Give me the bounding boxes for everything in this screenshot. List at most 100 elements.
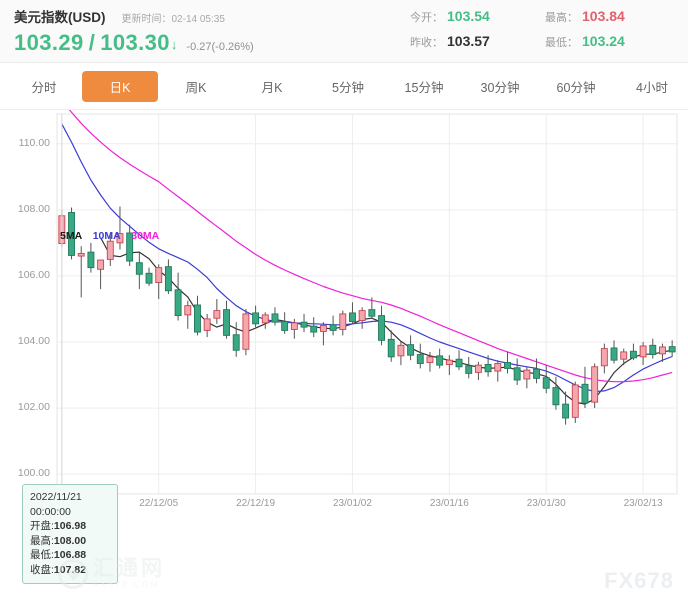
tab-3[interactable]: 月K	[261, 80, 283, 95]
stat-prevclose-label: 昨收：	[410, 37, 443, 49]
stat-low: 最低： 103.24	[545, 33, 680, 50]
candle-body	[397, 344, 405, 357]
candle-body	[562, 403, 570, 419]
stat-open-label: 今开：	[410, 12, 443, 24]
quote-header: 美元指数(USD) 更新时间：02-14 05:35 103.29 / 103.…	[0, 0, 688, 63]
stat-low-label: 最低：	[545, 37, 578, 49]
tab-7[interactable]: 60分钟	[556, 80, 596, 95]
candle-body	[174, 289, 182, 317]
stat-open-value: 103.54	[447, 8, 490, 24]
candle-body	[620, 351, 628, 360]
corner-watermark: FX678	[604, 568, 674, 593]
ma5-legend-label: 5MA	[60, 230, 82, 242]
ma-line-10MA	[61, 123, 673, 393]
candle-body	[116, 233, 124, 244]
candle-body	[659, 346, 666, 355]
tooltip-high-label: 最高:	[30, 534, 54, 547]
candle-body	[368, 309, 376, 317]
tooltip-high-value: 108.00	[53, 534, 87, 547]
stat-prevclose: 昨收： 103.57	[410, 33, 545, 50]
candle-body	[223, 309, 230, 336]
y-tick-0: 100.00	[17, 467, 50, 480]
candle-body	[436, 355, 444, 366]
kline-canvas[interactable]	[0, 110, 688, 526]
tab-0[interactable]: 分时	[31, 80, 57, 95]
stat-prevclose-value: 103.57	[447, 33, 490, 49]
period-tabbar: 分时 日K 周K 月K 5分钟 15分钟 30分钟 60分钟 4小时	[0, 63, 688, 110]
candle-body	[310, 325, 318, 333]
candle-body	[319, 325, 327, 332]
update-time: 更新时间：02-14 05:35	[121, 14, 225, 25]
x-tick-2: 22/12/19	[236, 498, 276, 509]
candle-body	[504, 362, 511, 369]
candle-body	[591, 366, 599, 403]
tooltip-date: 2022/11/21	[30, 491, 82, 503]
candle-body	[494, 363, 502, 372]
candle-body	[97, 259, 105, 270]
ma30-legend-label: 30MA	[131, 230, 160, 242]
down-arrow-icon: ↓	[170, 37, 178, 52]
x-tick-5: 23/01/30	[526, 498, 566, 509]
tooltip-low-label: 最低:	[30, 549, 54, 561]
price-row: 103.29 / 103.30 ↓ -0.27(-0.26%)	[14, 30, 254, 56]
candle-body	[300, 321, 308, 328]
candle-body	[455, 358, 463, 368]
candle-body	[271, 313, 279, 323]
price-change: -0.27(-0.26%)	[186, 41, 254, 53]
candle-body	[87, 251, 95, 269]
candle-body	[407, 344, 415, 356]
candle-body	[629, 350, 637, 359]
candle-body	[610, 347, 618, 361]
tooltip-close-value: 107.82	[53, 563, 87, 576]
tab-4[interactable]: 5分钟	[332, 80, 364, 95]
bid-price: 103.29	[14, 30, 84, 55]
stat-high-label: 最高：	[545, 12, 578, 24]
stat-high: 最高： 103.84	[545, 8, 680, 25]
tooltip-open-label: 开盘:	[30, 520, 54, 532]
tab-6[interactable]: 30分钟	[480, 80, 520, 95]
ma-line-30MA	[68, 110, 673, 383]
candle-body	[581, 383, 589, 404]
candle-body	[68, 212, 75, 256]
ma-line-5MA	[100, 237, 673, 405]
tab-1[interactable]: 日K	[82, 70, 158, 102]
y-tick-2: 104.00	[17, 335, 50, 347]
candle-body	[474, 364, 482, 373]
x-tick-1: 22/12/05	[139, 498, 179, 509]
ask-price: 103.30	[100, 30, 170, 55]
tab-2[interactable]: 周K	[185, 80, 207, 95]
tab-5[interactable]: 15分钟	[404, 80, 444, 95]
candle-body	[349, 312, 356, 322]
x-tick-4: 23/01/16	[429, 498, 469, 509]
ma-legend: 5MA 10MA 30MA	[60, 230, 159, 242]
candle-body	[513, 367, 521, 381]
candle-body	[329, 324, 337, 331]
candle-body	[571, 384, 579, 418]
candle-body	[668, 346, 676, 353]
y-tick-1: 102.00	[17, 401, 50, 414]
tooltip-open: 开盘:106.98	[30, 519, 111, 534]
candle-body	[232, 334, 240, 351]
y-tick-4: 108.00	[17, 202, 50, 215]
candle-body	[252, 312, 260, 325]
kline-chart[interactable]: 100.00 102.00 104.00 106.00 108.00 110.00 22/…	[0, 110, 688, 593]
x-tick-3: 23/01/02	[333, 498, 372, 509]
candle-body	[290, 322, 298, 330]
candle-body	[416, 354, 424, 364]
candle-body	[77, 252, 85, 257]
tooltip-high: 最高:108.00	[30, 534, 111, 549]
tooltip-close: 收盘:107.82	[30, 563, 111, 578]
candle-body	[213, 310, 221, 319]
stat-low-value: 103.24	[582, 33, 625, 49]
candle-body	[552, 387, 560, 406]
stat-high-value: 103.84	[582, 8, 625, 24]
candle-body	[145, 272, 153, 284]
candle-body	[126, 232, 134, 262]
y-tick-3: 106.00	[17, 268, 50, 281]
candle-body	[465, 365, 473, 374]
candle-body	[155, 267, 163, 283]
quote-summary: 美元指数(USD) 更新时间：02-14 05:35 103.29 / 103.…	[14, 6, 254, 56]
candle-body	[242, 313, 250, 350]
candle-body	[339, 313, 347, 330]
tab-8[interactable]: 4小时	[636, 80, 668, 95]
